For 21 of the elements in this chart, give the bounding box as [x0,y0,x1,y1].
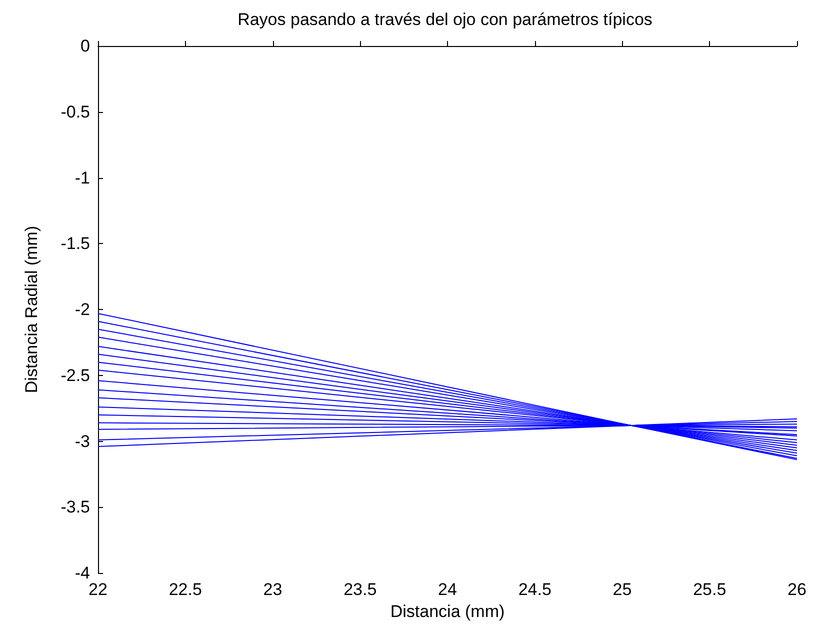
x-tick-label: 24.5 [518,580,552,599]
y-tick-label: -2 [74,300,90,319]
y-tick-label: -1.5 [60,234,90,254]
x-tick-label: 25 [612,580,632,599]
x-tick-label: 23.5 [344,580,377,599]
y-tick-label: -0.5 [60,102,90,122]
x-tick-label: 22.5 [168,580,202,599]
y-tick-label: 0 [80,36,90,56]
x-tick-label: 25.5 [693,580,726,599]
x-tick-label: 23 [263,580,282,599]
y-tick-label: -3.5 [60,498,90,517]
x-axis-title: Distancia (mm) [390,602,505,621]
chart-title: Rayos pasando a través del ojo con parámetros típicos [238,10,652,29]
y-tick-label: -2.5 [60,366,90,385]
y-tick-label: -4 [74,564,90,582]
x-tick-label: 26 [788,580,806,599]
y-axis-title: Distancia Radial (mm) [22,226,41,394]
x-tick-label: 24 [438,580,457,599]
y-tick-label: -1 [74,168,90,188]
x-tick-label: 22 [88,580,108,599]
y-tick-label: -3 [74,432,90,451]
